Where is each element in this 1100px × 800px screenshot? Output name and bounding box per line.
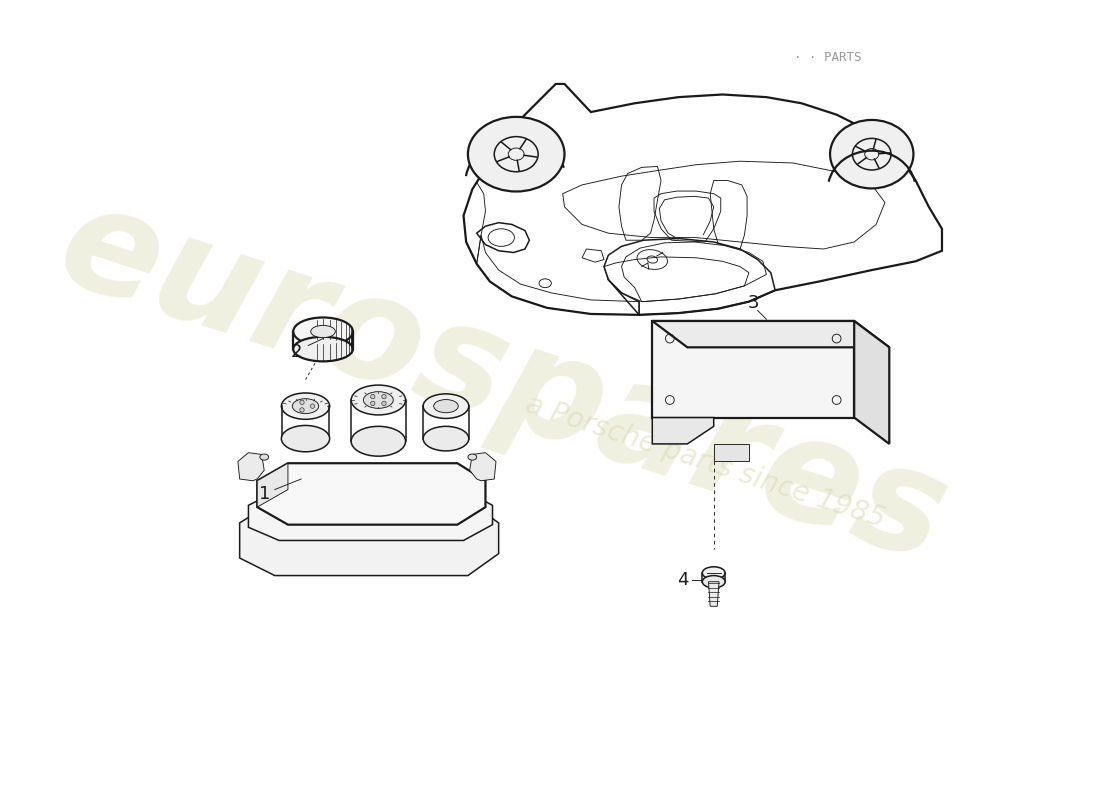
Text: 1: 1 [258,485,270,503]
Ellipse shape [702,575,725,588]
Ellipse shape [351,385,406,415]
Polygon shape [652,418,714,444]
Text: eurospares: eurospares [43,173,964,592]
Ellipse shape [282,393,330,419]
Ellipse shape [424,426,469,451]
Ellipse shape [351,426,406,456]
Polygon shape [652,321,855,418]
Ellipse shape [282,426,330,452]
Polygon shape [238,453,264,481]
Ellipse shape [260,454,268,460]
Ellipse shape [424,394,469,418]
Circle shape [371,402,375,406]
Circle shape [382,394,386,398]
Text: 4: 4 [678,571,689,589]
Ellipse shape [468,454,476,460]
Circle shape [382,402,386,406]
Ellipse shape [363,392,394,408]
Circle shape [310,404,315,408]
Ellipse shape [294,318,353,346]
Text: 3: 3 [748,294,759,313]
Ellipse shape [294,337,353,362]
Polygon shape [714,444,749,462]
Ellipse shape [433,399,459,413]
Polygon shape [249,490,493,541]
Circle shape [371,394,375,398]
Polygon shape [855,321,889,444]
Circle shape [300,408,305,412]
Ellipse shape [293,398,319,414]
Text: · · PARTS: · · PARTS [794,51,861,64]
Ellipse shape [830,120,913,189]
Text: a Porsche parts since 1985: a Porsche parts since 1985 [521,390,888,533]
Ellipse shape [311,326,336,338]
Polygon shape [257,463,485,525]
Ellipse shape [468,117,564,191]
Polygon shape [470,453,496,481]
Text: 2: 2 [292,342,302,361]
Circle shape [300,400,305,405]
Polygon shape [652,321,889,347]
Polygon shape [708,582,719,606]
Polygon shape [240,501,498,575]
Polygon shape [257,463,288,507]
Ellipse shape [702,567,725,579]
